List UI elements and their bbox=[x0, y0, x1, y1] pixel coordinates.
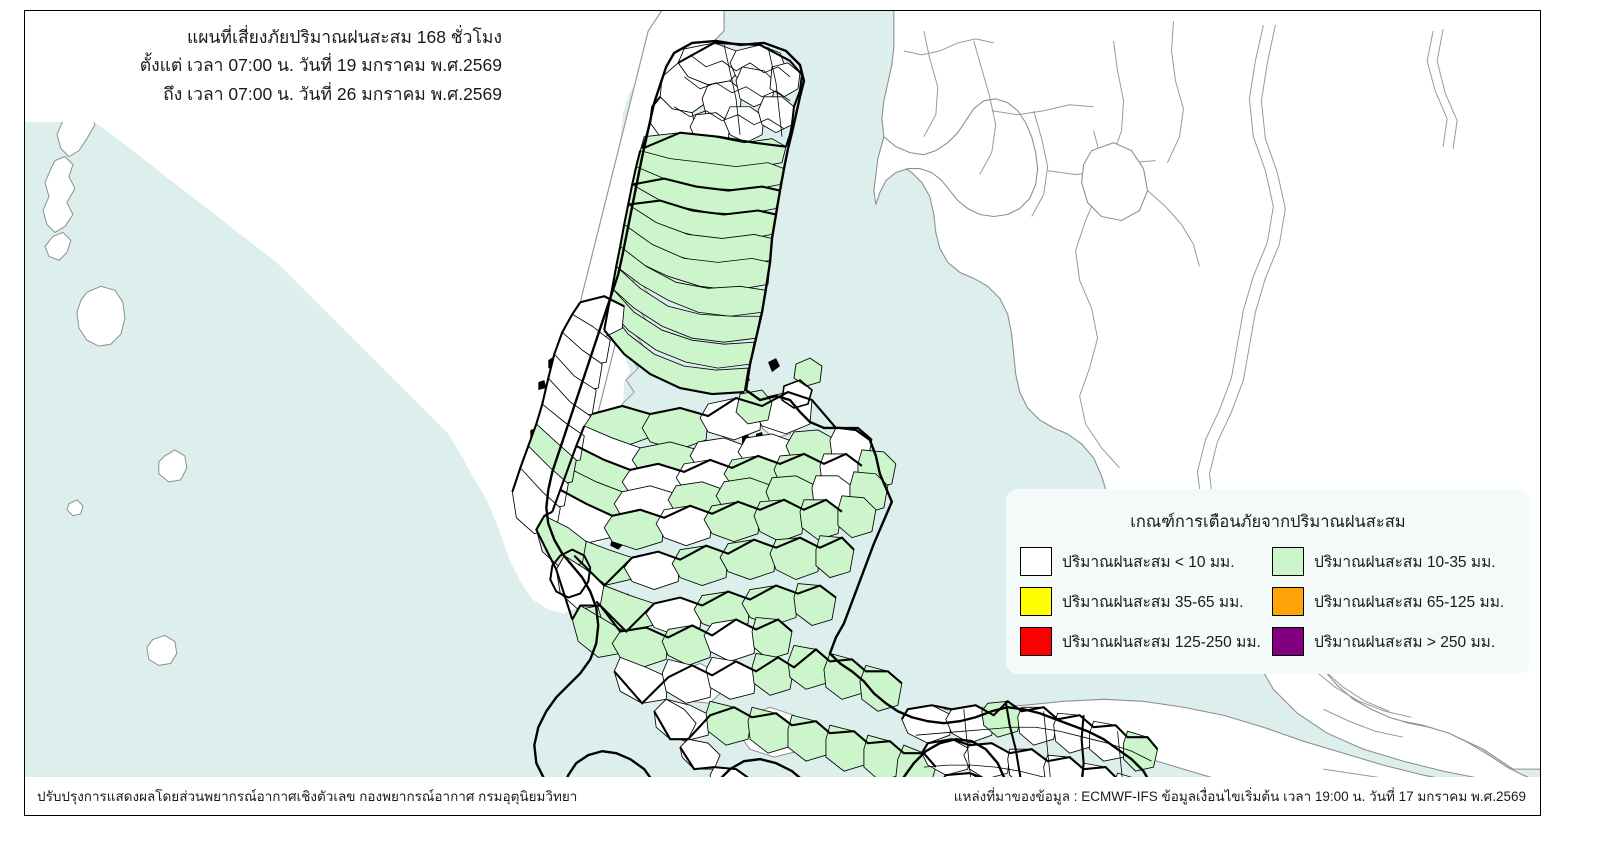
legend-panel: เกณฑ์การเตือนภัยจากปริมาณฝนสะสม ปริมาณฝน… bbox=[1006, 489, 1530, 674]
thailand-national-outline bbox=[533, 39, 1155, 815]
map-canvas bbox=[25, 11, 1540, 815]
title-line-3: ถึง เวลา 07:00 น. วันที่ 26 มกราคม พ.ศ.2… bbox=[163, 83, 502, 104]
legend-label-gt250: ปริมาณฝนสะสม > 250 มม. bbox=[1314, 634, 1496, 651]
legend-label-10-35: ปริมาณฝนสะสม 10-35 มม. bbox=[1314, 554, 1496, 571]
legend-label-125-250: ปริมาณฝนสะสม 125-250 มม. bbox=[1062, 634, 1261, 651]
legend-swatch-125-250 bbox=[1020, 627, 1052, 656]
title-line-2: ตั้งแต่ เวลา 07:00 น. วันที่ 19 มกราคม พ… bbox=[139, 55, 502, 76]
legend-swatch-gt250 bbox=[1272, 627, 1304, 656]
legend-swatch-65-125 bbox=[1272, 587, 1304, 616]
legend-swatch-35-65 bbox=[1020, 587, 1052, 616]
legend-item-65-125: ปริมาณฝนสะสม 65-125 มม. bbox=[1272, 587, 1516, 616]
legend-grid: ปริมาณฝนสะสม < 10 มม. ปริมาณฝนสะสม 10-35… bbox=[1020, 547, 1516, 656]
footer-source: แหล่งที่มาของข้อมูล : ECMWF-IFS ข้อมูลเง… bbox=[953, 789, 1526, 804]
legend-item-125-250: ปริมาณฝนสะสม 125-250 มม. bbox=[1020, 627, 1264, 656]
legend-item-35-65: ปริมาณฝนสะสม 35-65 มม. bbox=[1020, 587, 1264, 616]
title-line-1: แผนที่เสี่ยงภัยปริมาณฝนสะสม 168 ชั่วโมง bbox=[186, 27, 502, 47]
footer-bar: ปรับปรุงการแสดงผลโดยส่วนพยากรณ์อากาศเชิง… bbox=[25, 777, 1540, 815]
title-card: แผนที่เสี่ยงภัยปริมาณฝนสะสม 168 ชั่วโมง … bbox=[25, 11, 518, 123]
legend-swatch-10-35 bbox=[1272, 547, 1304, 576]
legend-item-lt10: ปริมาณฝนสะสม < 10 มม. bbox=[1020, 547, 1264, 576]
legend-swatch-lt10 bbox=[1020, 547, 1052, 576]
legend-label-65-125: ปริมาณฝนสะสม 65-125 มม. bbox=[1314, 594, 1505, 611]
map-frame: แผนที่เสี่ยงภัยปริมาณฝนสะสม 168 ชั่วโมง … bbox=[24, 10, 1541, 816]
legend-label-lt10: ปริมาณฝนสะสม < 10 มม. bbox=[1062, 554, 1235, 571]
legend-heading: เกณฑ์การเตือนภัยจากปริมาณฝนสะสม bbox=[1130, 513, 1406, 531]
legend-label-35-65: ปริมาณฝนสะสม 35-65 มม. bbox=[1062, 594, 1244, 611]
footer-credit: ปรับปรุงการแสดงผลโดยส่วนพยากรณ์อากาศเชิง… bbox=[37, 789, 578, 804]
legend-item-10-35: ปริมาณฝนสะสม 10-35 มม. bbox=[1272, 547, 1516, 576]
legend-item-gt250: ปริมาณฝนสะสม > 250 มม. bbox=[1272, 627, 1516, 656]
